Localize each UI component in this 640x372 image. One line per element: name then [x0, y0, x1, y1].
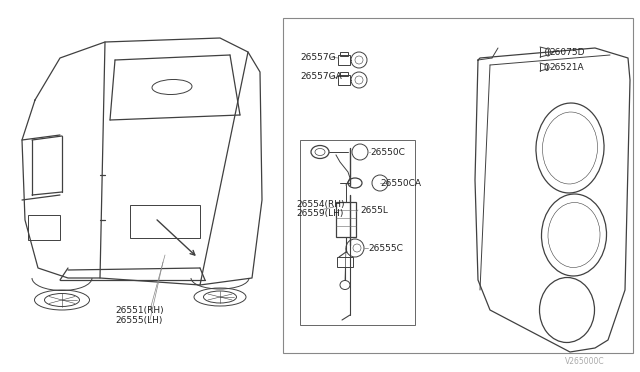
- Text: 26555C: 26555C: [368, 244, 403, 253]
- Text: 26557G: 26557G: [300, 52, 335, 61]
- Text: 26550CA: 26550CA: [380, 179, 421, 187]
- Text: 26551(RH): 26551(RH): [115, 305, 164, 314]
- Bar: [130, 205, 200, 238]
- Text: 26075D: 26075D: [549, 48, 584, 57]
- Bar: [336, 202, 356, 237]
- Bar: [338, 75, 350, 85]
- Bar: [28, 215, 60, 240]
- Text: V265000C: V265000C: [565, 357, 605, 366]
- Text: 26557GA: 26557GA: [300, 71, 342, 80]
- Bar: [337, 257, 353, 267]
- Bar: [338, 55, 350, 65]
- Text: 26521A: 26521A: [549, 62, 584, 71]
- Bar: [340, 52, 348, 56]
- Text: 26550C: 26550C: [370, 148, 405, 157]
- Bar: [283, 18, 633, 353]
- Text: 2655L: 2655L: [360, 205, 388, 215]
- Bar: [340, 72, 348, 76]
- Text: 26554(RH): 26554(RH): [296, 199, 344, 208]
- Text: 26555(LH): 26555(LH): [115, 315, 163, 324]
- Bar: [300, 140, 415, 325]
- Text: 26559(LH): 26559(LH): [296, 208, 344, 218]
